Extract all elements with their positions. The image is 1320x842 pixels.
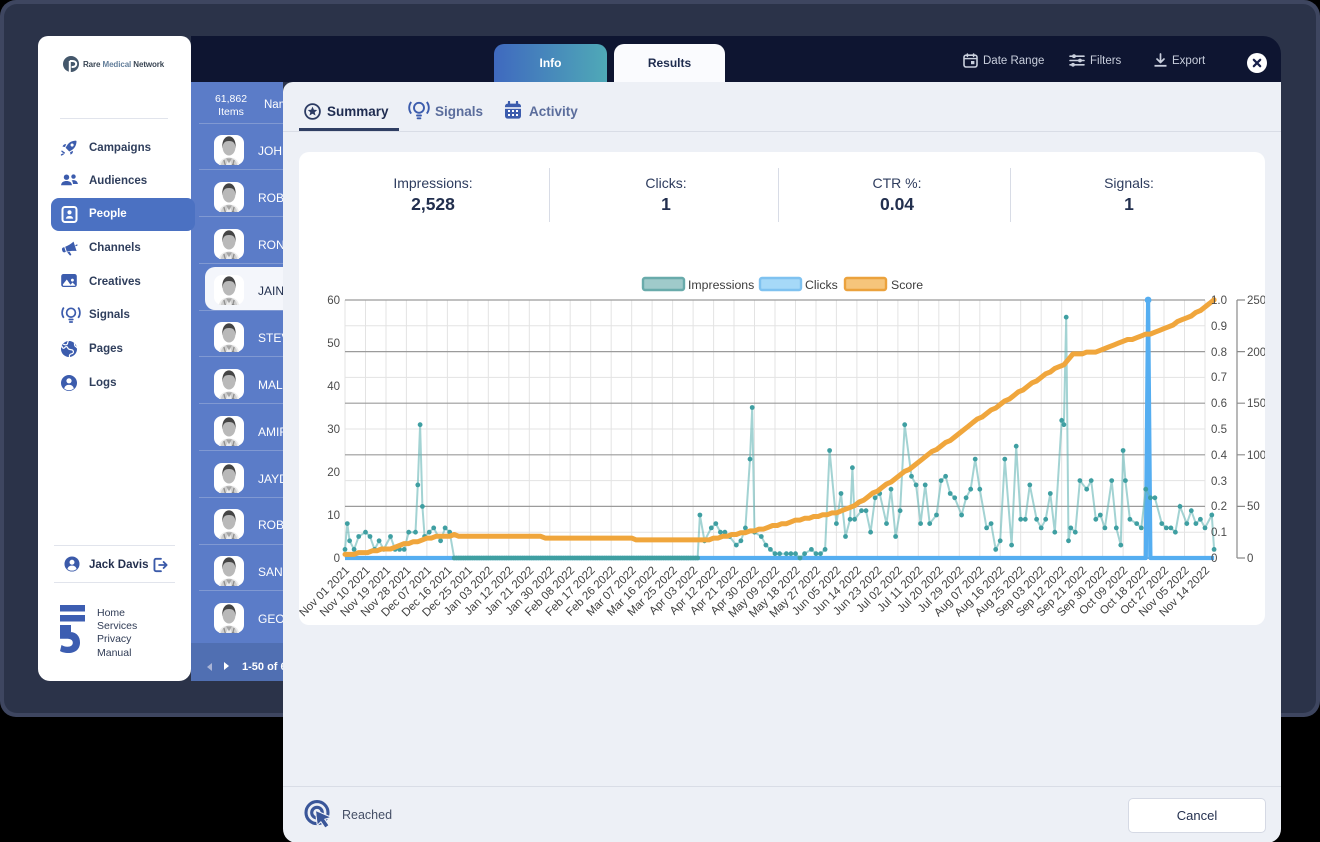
svg-text:0.1: 0.1 [1211, 527, 1227, 539]
svg-text:Clicks: Clicks [805, 278, 838, 292]
svg-text:100: 100 [1247, 450, 1265, 462]
svg-text:30: 30 [327, 424, 340, 436]
svg-text:Impressions: Impressions [688, 278, 754, 292]
svg-text:0: 0 [1247, 553, 1253, 565]
svg-text:250: 250 [1247, 295, 1265, 307]
svg-text:0.8: 0.8 [1211, 347, 1227, 359]
svg-text:Score: Score [891, 278, 923, 292]
svg-text:0.2: 0.2 [1211, 501, 1227, 513]
svg-text:200: 200 [1247, 347, 1265, 359]
svg-text:150: 150 [1247, 398, 1265, 410]
svg-text:60: 60 [327, 295, 340, 307]
svg-text:50: 50 [327, 338, 340, 350]
svg-text:0.4: 0.4 [1211, 450, 1228, 462]
svg-text:0.6: 0.6 [1211, 398, 1227, 410]
svg-text:0: 0 [1211, 553, 1217, 565]
svg-text:0.7: 0.7 [1211, 372, 1227, 384]
svg-text:50: 50 [1247, 501, 1260, 513]
svg-text:0.9: 0.9 [1211, 321, 1227, 333]
svg-text:20: 20 [327, 467, 340, 479]
svg-text:40: 40 [327, 381, 340, 393]
svg-text:10: 10 [327, 510, 340, 522]
svg-text:0.5: 0.5 [1211, 424, 1227, 436]
svg-text:0.3: 0.3 [1211, 476, 1227, 488]
svg-text:1.0: 1.0 [1211, 295, 1227, 307]
svg-text:0: 0 [334, 553, 340, 565]
